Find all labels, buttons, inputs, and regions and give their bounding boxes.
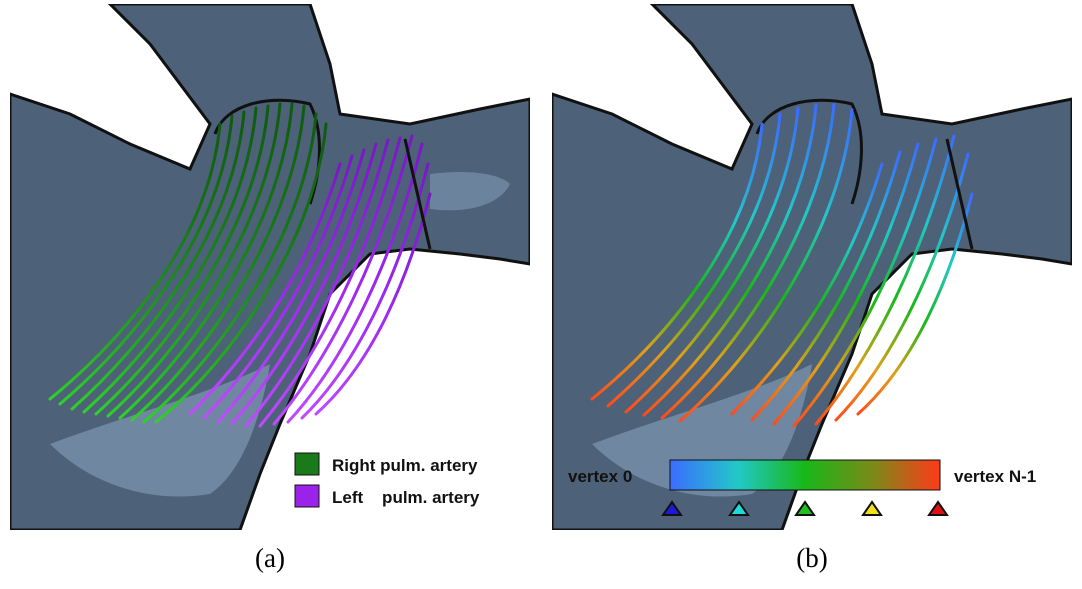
caption-b: (b) xyxy=(796,543,828,573)
colorbar-marker-4 xyxy=(927,500,949,516)
vessel-highlight-right xyxy=(430,172,510,211)
colorbar-marker-2 xyxy=(794,500,816,516)
colorbar: vertex 0 vertex N-1 xyxy=(568,459,1036,516)
colorbar-right-label: vertex N-1 xyxy=(954,467,1036,486)
colorbar-marker-0 xyxy=(661,500,683,516)
streamlines-colored xyxy=(590,102,974,428)
left-artery-streamlines xyxy=(188,134,432,428)
legend-label-right: Right pulm. artery xyxy=(332,456,478,475)
panel-b: vertex 0 vertex N-1 xyxy=(552,4,1072,530)
legend-swatch-left xyxy=(294,484,320,508)
colorbar-marker-3 xyxy=(861,500,883,516)
outlet-edge xyxy=(403,138,432,250)
inlet-ring xyxy=(755,98,863,205)
colorbar-left-label: vertex 0 xyxy=(568,467,632,486)
legend-label-left: Left pulm. artery xyxy=(332,488,480,507)
legend: Right pulm. artery Left pulm. artery xyxy=(294,452,480,508)
legend-swatch-right xyxy=(294,452,320,476)
outlet-edge xyxy=(945,138,974,250)
vessel-highlight xyxy=(50,364,270,497)
right-artery-streamlines xyxy=(48,102,328,424)
caption-a: (a) xyxy=(255,543,285,573)
panel-a: Right pulm. artery Left pulm. artery xyxy=(10,4,530,530)
colorbar-gradient xyxy=(669,459,941,491)
colorbar-marker-1 xyxy=(728,500,750,516)
panel-a-figure: Right pulm. artery Left pulm. artery xyxy=(10,4,530,530)
panel-b-figure: vertex 0 vertex N-1 xyxy=(552,4,1072,530)
